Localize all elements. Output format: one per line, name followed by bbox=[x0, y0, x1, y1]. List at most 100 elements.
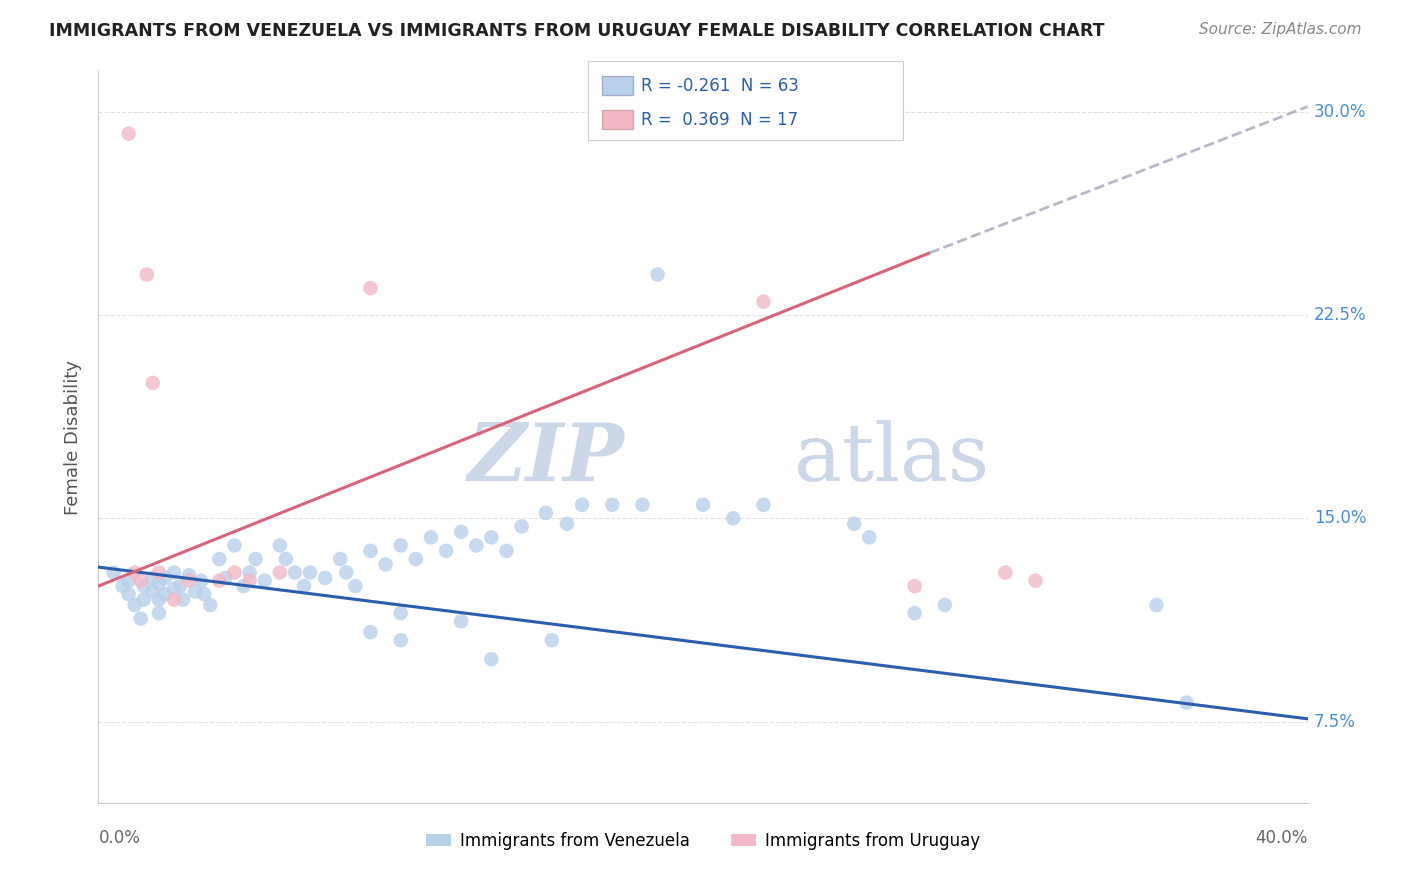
Point bbox=[129, 574, 152, 588]
Point bbox=[193, 587, 215, 601]
Text: IMMIGRANTS FROM VENEZUELA VS IMMIGRANTS FROM URUGUAY FEMALE DISABILITY CORRELATI: IMMIGRANTS FROM VENEZUELA VS IMMIGRANTS … bbox=[49, 22, 1105, 40]
Text: atlas: atlas bbox=[793, 420, 988, 498]
Text: 40.0%: 40.0% bbox=[1256, 829, 1308, 847]
Point bbox=[510, 519, 533, 533]
Point bbox=[335, 566, 357, 580]
Text: R =  0.369  N = 17: R = 0.369 N = 17 bbox=[641, 111, 799, 128]
Point bbox=[163, 582, 186, 596]
Point bbox=[858, 530, 880, 544]
Point bbox=[752, 498, 775, 512]
Point bbox=[129, 611, 152, 625]
Point bbox=[184, 584, 207, 599]
Point bbox=[214, 571, 236, 585]
Point bbox=[284, 566, 307, 580]
Point bbox=[299, 566, 322, 580]
Text: Source: ZipAtlas.com: Source: ZipAtlas.com bbox=[1198, 22, 1361, 37]
Point bbox=[329, 552, 352, 566]
Point bbox=[169, 579, 191, 593]
Point bbox=[934, 598, 956, 612]
Point bbox=[124, 566, 146, 580]
Point bbox=[1024, 574, 1046, 588]
Point bbox=[1175, 696, 1198, 710]
Point bbox=[602, 498, 624, 512]
Point bbox=[904, 579, 927, 593]
Point bbox=[111, 579, 134, 593]
Point bbox=[752, 294, 775, 309]
Point bbox=[148, 566, 170, 580]
Point bbox=[571, 498, 593, 512]
Point bbox=[179, 574, 201, 588]
Point bbox=[132, 579, 155, 593]
Point bbox=[163, 566, 186, 580]
Text: R = -0.261  N = 63: R = -0.261 N = 63 bbox=[641, 77, 799, 95]
Point bbox=[389, 606, 412, 620]
Point bbox=[292, 579, 315, 593]
Point bbox=[389, 538, 412, 552]
Point bbox=[232, 579, 254, 593]
Point bbox=[153, 587, 176, 601]
Point bbox=[314, 571, 336, 585]
Point bbox=[103, 566, 125, 580]
Point bbox=[631, 498, 654, 512]
Point bbox=[465, 538, 488, 552]
Legend: Immigrants from Venezuela, Immigrants from Uruguay: Immigrants from Venezuela, Immigrants fr… bbox=[419, 825, 987, 856]
Point bbox=[555, 516, 578, 531]
Point bbox=[224, 538, 246, 552]
Point bbox=[148, 592, 170, 607]
Point bbox=[389, 633, 412, 648]
Point bbox=[163, 592, 186, 607]
Point bbox=[360, 625, 382, 640]
Point bbox=[540, 633, 562, 648]
Point bbox=[360, 281, 382, 295]
Point bbox=[208, 552, 231, 566]
Point bbox=[224, 566, 246, 580]
Point bbox=[153, 571, 176, 585]
Point bbox=[148, 576, 170, 591]
Point bbox=[142, 571, 165, 585]
Point bbox=[142, 376, 165, 390]
Text: 7.5%: 7.5% bbox=[1313, 713, 1355, 731]
Point bbox=[148, 606, 170, 620]
Point bbox=[118, 587, 141, 601]
Point bbox=[124, 598, 146, 612]
Point bbox=[172, 592, 194, 607]
Text: 30.0%: 30.0% bbox=[1313, 103, 1367, 121]
Point bbox=[239, 566, 262, 580]
Point bbox=[434, 544, 457, 558]
Point bbox=[269, 538, 291, 552]
Point bbox=[208, 574, 231, 588]
Point bbox=[360, 544, 382, 558]
Point bbox=[179, 568, 201, 582]
Point bbox=[534, 506, 557, 520]
Point bbox=[118, 127, 141, 141]
Point bbox=[450, 615, 472, 629]
Point bbox=[844, 516, 866, 531]
Point bbox=[344, 579, 367, 593]
Point bbox=[135, 268, 157, 282]
Text: 15.0%: 15.0% bbox=[1313, 509, 1367, 527]
Point bbox=[481, 652, 503, 666]
Point bbox=[190, 574, 212, 588]
Point bbox=[723, 511, 745, 525]
Point bbox=[239, 574, 262, 588]
Point bbox=[994, 566, 1017, 580]
Point bbox=[904, 606, 927, 620]
Text: 22.5%: 22.5% bbox=[1313, 306, 1367, 324]
Point bbox=[132, 592, 155, 607]
Y-axis label: Female Disability: Female Disability bbox=[65, 359, 83, 515]
Text: ZIP: ZIP bbox=[468, 420, 624, 498]
Point bbox=[118, 574, 141, 588]
Point bbox=[200, 598, 222, 612]
Point bbox=[374, 558, 396, 572]
Point bbox=[420, 530, 443, 544]
Point bbox=[253, 574, 276, 588]
Point bbox=[405, 552, 427, 566]
Point bbox=[245, 552, 267, 566]
Point bbox=[450, 524, 472, 539]
Point bbox=[1144, 598, 1167, 612]
Text: 0.0%: 0.0% bbox=[98, 829, 141, 847]
Point bbox=[481, 530, 503, 544]
Point bbox=[274, 552, 297, 566]
Point bbox=[269, 566, 291, 580]
Point bbox=[495, 544, 517, 558]
